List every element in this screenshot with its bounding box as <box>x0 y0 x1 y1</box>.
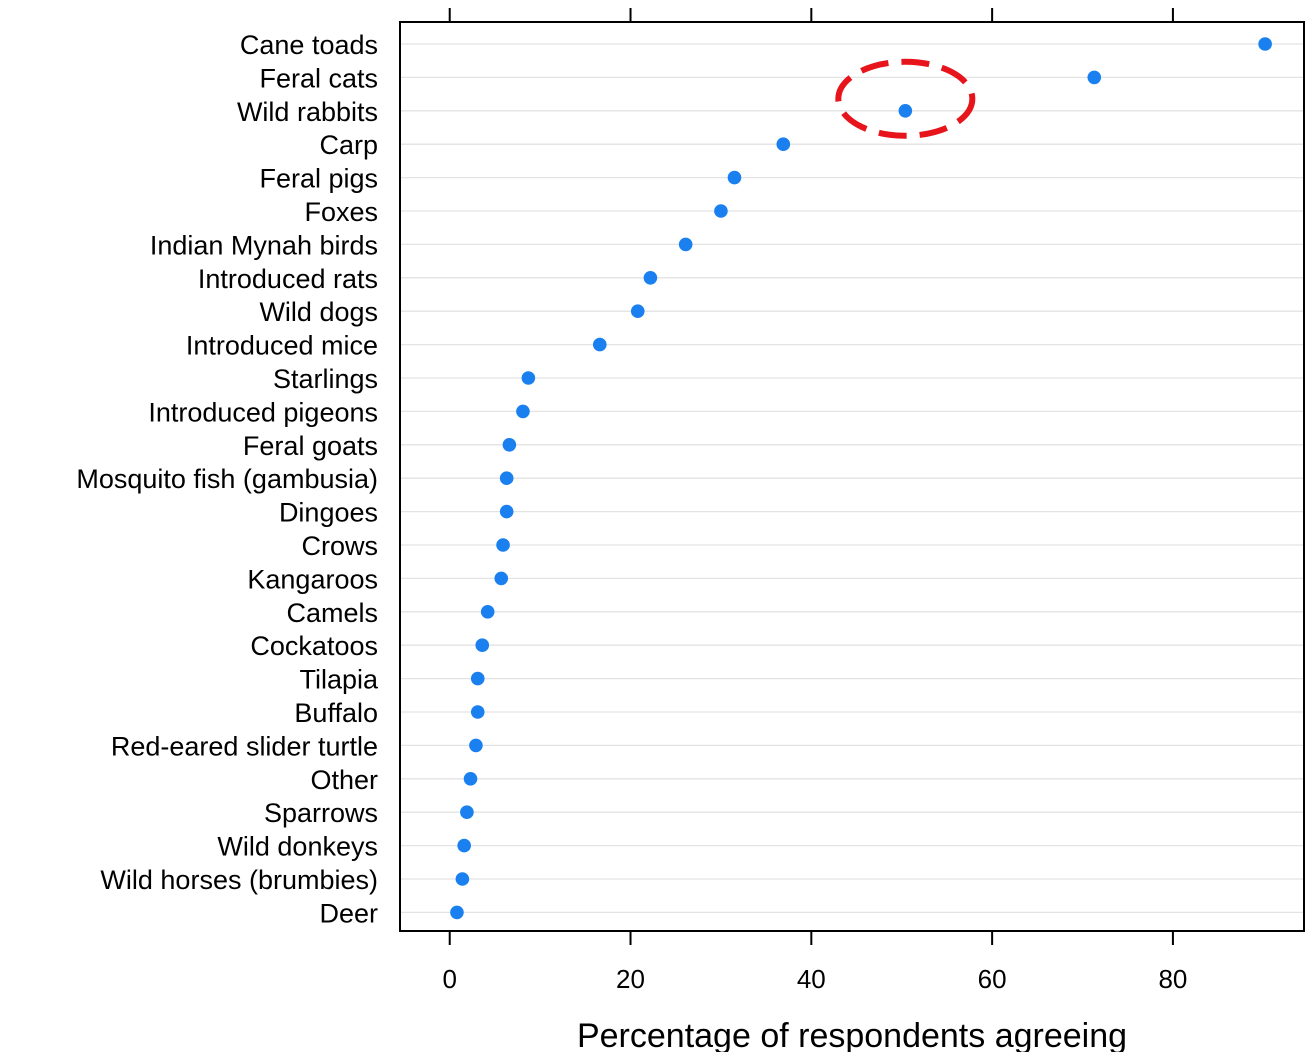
data-point <box>499 471 514 486</box>
data-point <box>469 738 483 753</box>
data-point <box>455 872 470 886</box>
data-point <box>499 504 514 519</box>
data-point <box>450 905 464 920</box>
plot-frame <box>399 21 1305 932</box>
category-label: Feral cats <box>259 63 378 93</box>
data-point <box>592 337 607 352</box>
data-point <box>470 671 485 686</box>
data-point <box>776 137 791 151</box>
data-point <box>502 438 517 452</box>
x-tick-label: 40 <box>797 964 826 994</box>
data-point <box>470 705 485 719</box>
data-point <box>678 237 693 252</box>
category-label: Feral pigs <box>259 164 378 194</box>
category-label: Feral goats <box>243 431 378 461</box>
data-point <box>898 104 913 118</box>
category-label: Dingoes <box>279 498 378 528</box>
data-point <box>727 170 742 185</box>
data-point <box>480 605 495 619</box>
x-tick-label: 20 <box>616 964 645 994</box>
category-label: Cockatoos <box>250 631 378 661</box>
data-points <box>450 37 1272 920</box>
category-label: Wild donkeys <box>217 832 378 862</box>
category-label: Starlings <box>273 364 378 394</box>
category-label: Carp <box>319 130 378 160</box>
data-point <box>460 805 474 819</box>
category-label: Indian Mynah birds <box>150 230 378 260</box>
category-label: Deer <box>319 898 378 928</box>
data-point <box>714 204 728 218</box>
x-tick-label: 0 <box>442 964 456 994</box>
x-tick-label: 60 <box>978 964 1007 994</box>
category-label: Tilapia <box>299 665 379 695</box>
category-label: Foxes <box>304 197 378 227</box>
category-label: Buffalo <box>294 698 378 728</box>
category-label: Cane toads <box>240 30 378 60</box>
category-label: Wild rabbits <box>237 97 378 127</box>
data-point <box>496 538 510 552</box>
data-point <box>1258 37 1272 51</box>
x-axis-title: Percentage of respondents agreeing <box>577 1017 1127 1052</box>
category-label: Wild dogs <box>259 297 378 327</box>
category-label: Introduced pigeons <box>148 397 378 427</box>
data-point <box>494 571 509 586</box>
data-point <box>516 404 530 419</box>
category-label: Introduced mice <box>186 331 378 361</box>
highlight-ellipse <box>835 58 976 139</box>
category-label: Camels <box>286 598 378 628</box>
category-label: Introduced rats <box>198 264 378 294</box>
category-label: Other <box>310 765 378 795</box>
data-point <box>1087 70 1102 85</box>
data-point <box>457 838 471 853</box>
category-label: Mosquito fish (gambusia) <box>76 464 378 494</box>
category-label: Kangaroos <box>247 564 378 594</box>
data-point <box>475 638 490 652</box>
category-label: Crows <box>301 531 378 561</box>
data-point <box>463 772 478 786</box>
data-point <box>521 371 536 385</box>
category-label: Wild horses (brumbies) <box>100 865 378 895</box>
category-label: Red-eared slider turtle <box>111 731 378 761</box>
x-tick-label: 80 <box>1158 964 1187 994</box>
data-point <box>643 271 658 285</box>
data-point <box>630 304 645 319</box>
category-label: Sparrows <box>264 798 378 828</box>
x-axis-ticks: 0 20 40 60 80 <box>442 8 1187 994</box>
gridlines <box>400 43 1304 914</box>
